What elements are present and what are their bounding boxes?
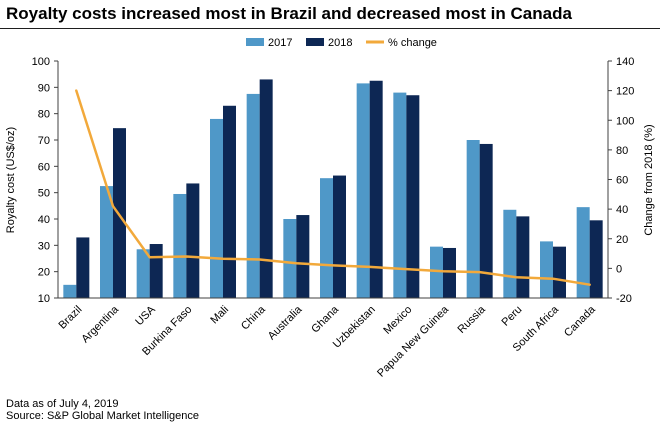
bar-2017-usa xyxy=(136,249,150,298)
x-tick-label-mali: Mali xyxy=(208,304,231,327)
left-tick-label: 60 xyxy=(38,161,50,173)
bar-2018-canada xyxy=(589,220,603,298)
bar-2018-peru xyxy=(516,216,530,298)
bar-2018-mali xyxy=(223,105,236,299)
y-axis-label-right: Change from 2018 (%) xyxy=(643,124,655,235)
bar-2018-south-africa xyxy=(553,246,566,298)
bar-2017-russia xyxy=(466,140,480,298)
x-tick-label-peru: Peru xyxy=(500,304,525,329)
right-tick-label: 40 xyxy=(616,204,628,216)
x-tick-label-papua-new-guinea: Papua New Guinea xyxy=(375,303,452,380)
pct-change-line xyxy=(75,89,591,286)
bar-2018-china xyxy=(259,79,273,298)
bar-2017-peru xyxy=(503,209,517,298)
left-tick-label: 10 xyxy=(38,293,50,305)
bar-2017-south-africa xyxy=(540,241,553,298)
bar-2017-australia xyxy=(283,219,297,298)
x-tick-label-argentina: Argentina xyxy=(79,303,121,345)
pct-change-line-group xyxy=(75,89,591,286)
bar-2018-ghana xyxy=(333,175,346,298)
left-tick-label: 20 xyxy=(38,267,50,279)
x-tick-label-china: China xyxy=(239,303,268,332)
legend-label-pct-change: % change xyxy=(388,37,437,49)
bar-2017-brazil xyxy=(63,284,77,298)
bar-2017-mexico xyxy=(393,92,407,298)
footnote-source: Source: S&P Global Market Intelligence xyxy=(6,410,200,422)
bar-2017-china xyxy=(246,93,260,299)
bar-2018-papua-new-guinea xyxy=(443,247,456,298)
left-tick-label: 50 xyxy=(38,188,50,200)
bar-2018-brazil xyxy=(76,237,90,298)
legend: 2017 2018 % change xyxy=(246,37,437,49)
left-tick-label: 80 xyxy=(38,109,50,121)
left-tick-label: 70 xyxy=(38,135,50,147)
bar-2017-uzbekistan xyxy=(356,83,370,298)
bar-2017-mali xyxy=(210,118,223,298)
right-tick-label: 100 xyxy=(616,115,634,127)
bar-2018-australia xyxy=(296,215,310,298)
bar-2017-canada xyxy=(576,207,590,298)
bar-2018-usa xyxy=(149,244,163,298)
x-tick-label-russia: Russia xyxy=(456,303,489,336)
bar-2017-papua-new-guinea xyxy=(430,246,443,298)
right-tick-label: 120 xyxy=(616,86,634,98)
legend-label-2017: 2017 xyxy=(268,37,292,49)
right-tick-label: 140 xyxy=(616,56,634,68)
title-rule xyxy=(0,28,660,29)
x-tick-label-mexico: Mexico xyxy=(381,304,414,337)
right-tick-label: -20 xyxy=(616,293,632,305)
legend-swatch-2018 xyxy=(306,38,324,46)
chart-title: Royalty costs increased most in Brazil a… xyxy=(6,4,572,23)
left-tick-label: 30 xyxy=(38,240,50,252)
x-tick-label-australia: Australia xyxy=(266,303,305,342)
bar-2018-argentina xyxy=(113,128,126,298)
right-tick-label: 0 xyxy=(616,263,622,275)
x-tick-label-ghana: Ghana xyxy=(309,303,341,335)
bars xyxy=(63,79,603,299)
y-axis-label-left: Royalty cost (US$/oz) xyxy=(5,127,17,233)
right-tick-label: 20 xyxy=(616,234,628,246)
bar-2018-uzbekistan xyxy=(369,80,383,298)
left-tick-label: 90 xyxy=(38,82,50,94)
right-tick-label: 80 xyxy=(616,145,628,157)
legend-label-2018: 2018 xyxy=(328,37,352,49)
right-ticks: -20 0 20 40 60 80 100 120 140 xyxy=(608,56,634,305)
bar-2017-ghana xyxy=(320,178,333,298)
bar-2017-burkina-faso xyxy=(173,193,187,298)
footnote-date: Data as of July 4, 2019 xyxy=(6,398,119,410)
x-tick-label-canada: Canada xyxy=(562,303,598,339)
bar-2017-argentina xyxy=(100,186,113,298)
left-tick-label: 40 xyxy=(38,214,50,226)
x-tick-label-usa: USA xyxy=(133,303,158,328)
legend-swatch-2017 xyxy=(246,38,264,46)
x-tick-label-brazil: Brazil xyxy=(57,304,85,332)
bar-2018-russia xyxy=(479,143,493,298)
bar-2018-burkina-faso xyxy=(186,183,200,298)
left-ticks: 10 20 30 40 50 60 70 80 90 100 xyxy=(32,56,58,305)
left-tick-label: 100 xyxy=(32,56,50,68)
right-tick-label: 60 xyxy=(616,175,628,187)
bar-2018-mexico xyxy=(406,95,420,298)
